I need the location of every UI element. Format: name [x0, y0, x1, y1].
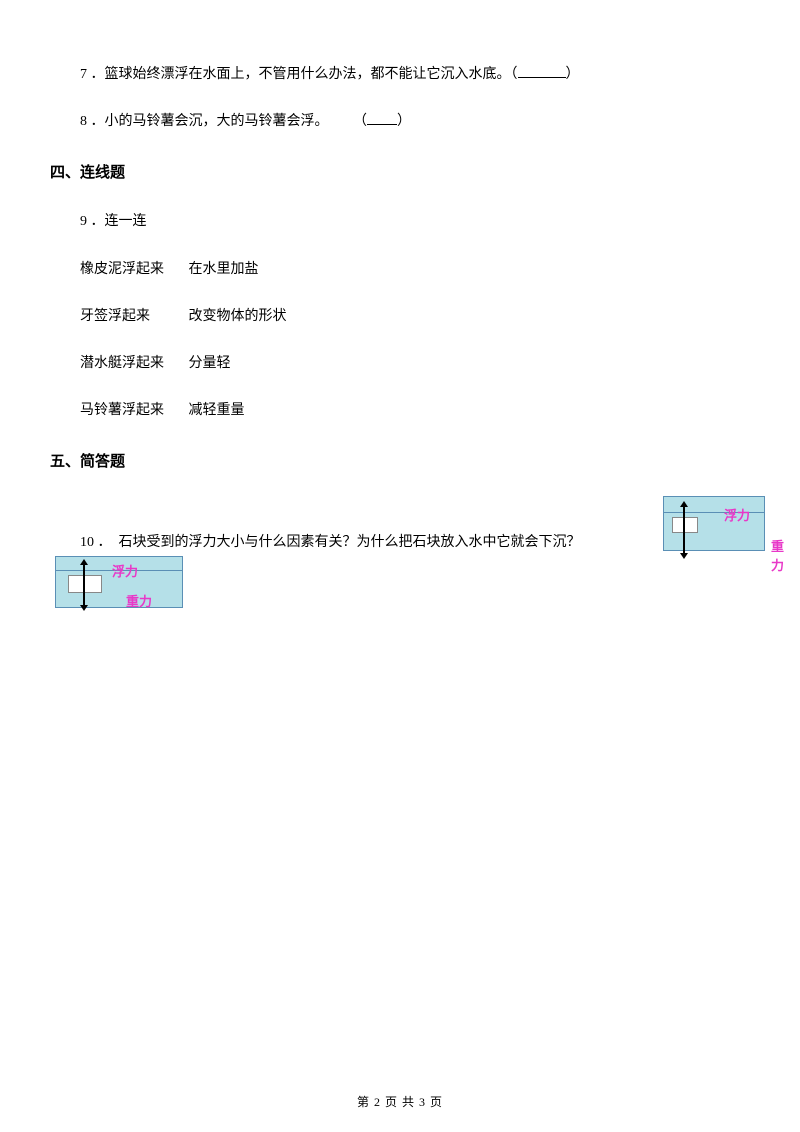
question-8: 8 ．小的马铃薯会沉，大的马铃薯会浮。 （ ） [80, 102, 720, 141]
q8-blank[interactable] [367, 124, 397, 125]
q8-number: 8 [80, 114, 87, 129]
q9-number: 9 [80, 214, 87, 229]
arrow-line-right [683, 505, 685, 555]
q10-text: 石块受到的浮力大小与什么因素有关？为什么把石块放入水中它就会下沉？ [119, 535, 581, 550]
label-fuli-right: 浮力 [724, 505, 750, 524]
label-fuli-left: 浮力 [112, 561, 138, 580]
label-zhongli-left: 重力 [126, 591, 152, 610]
q7-number: 7 [80, 67, 87, 82]
arrow-line-left [83, 563, 85, 607]
match-left-0: 橡皮泥浮起来 [80, 250, 185, 289]
match-row-1: 牙签浮起来 改变物体的形状 [80, 297, 720, 336]
match-left-1: 牙签浮起来 [80, 297, 185, 336]
match-left-2: 潜水艇浮起来 [80, 344, 185, 383]
q8-spacer [329, 114, 354, 129]
diagram-right: 浮力 重力 [663, 496, 765, 551]
page-footer: 第 2 页 共 3 页 [0, 1093, 800, 1110]
question-10-container: 10 ． 石块受到的浮力大小与什么因素有关？为什么把石块放入水中它就会下沉？ 浮… [80, 531, 720, 551]
q9-dot: ． [87, 214, 105, 229]
q7-dot: ． [87, 67, 105, 82]
q7-close: ） [566, 67, 580, 82]
section-5-heading: 五、简答题 [50, 450, 720, 471]
q10-dot: ． [94, 535, 119, 550]
q8-dot: ． [87, 114, 105, 129]
q9-text: 连一连 [105, 214, 147, 229]
diagram-left: 浮力 重力 [55, 556, 183, 608]
match-right-2: 分量轻 [189, 344, 231, 383]
question-9: 9 ．连一连 [80, 202, 720, 241]
question-7: 7 ．篮球始终漂浮在水面上，不管用什么办法，都不能让它沉入水底。（ ） [80, 55, 720, 94]
match-right-3: 减轻重量 [189, 391, 245, 430]
q7-blank[interactable] [518, 77, 566, 78]
arrow-down-icon [680, 553, 688, 559]
diagram-right-box: 浮力 [663, 496, 765, 551]
match-row-3: 马铃薯浮起来 减轻重量 [80, 391, 720, 430]
q7-text: 篮球始终漂浮在水面上，不管用什么办法，都不能让它沉入水底。（ [105, 67, 518, 82]
match-row-2: 潜水艇浮起来 分量轻 [80, 344, 720, 383]
question-10: 10 ． 石块受到的浮力大小与什么因素有关？为什么把石块放入水中它就会下沉？ [80, 531, 720, 551]
q8-open: （ [353, 114, 367, 129]
block-right [672, 517, 698, 533]
block-left [68, 575, 102, 593]
label-zhongli-right: 重力 [771, 536, 784, 574]
arrow-down-icon [80, 605, 88, 611]
q8-text: 小的马铃薯会沉，大的马铃薯会浮。 [105, 114, 329, 129]
page-content: 7 ．篮球始终漂浮在水面上，不管用什么办法，都不能让它沉入水底。（） 8 ．小的… [0, 0, 800, 551]
match-row-0: 橡皮泥浮起来 在水里加盐 [80, 250, 720, 289]
q8-close: ） [397, 114, 411, 129]
match-right-0: 在水里加盐 [189, 250, 259, 289]
section-4-heading: 四、连线题 [50, 161, 720, 182]
diagram-left-box: 浮力 重力 [55, 556, 183, 608]
match-right-1: 改变物体的形状 [189, 297, 287, 336]
match-left-3: 马铃薯浮起来 [80, 391, 185, 430]
q10-number: 10 [80, 535, 94, 550]
